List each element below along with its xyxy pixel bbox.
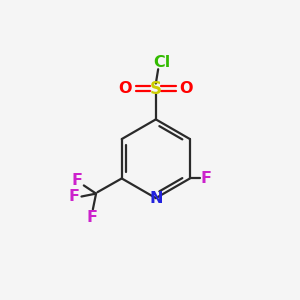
Text: S: S bbox=[150, 80, 162, 98]
Text: O: O bbox=[180, 81, 193, 96]
Text: N: N bbox=[149, 190, 163, 206]
Text: O: O bbox=[118, 81, 132, 96]
Text: F: F bbox=[68, 189, 80, 204]
Text: F: F bbox=[200, 171, 211, 186]
Text: F: F bbox=[86, 210, 97, 225]
Text: Cl: Cl bbox=[153, 55, 170, 70]
Text: F: F bbox=[71, 173, 82, 188]
